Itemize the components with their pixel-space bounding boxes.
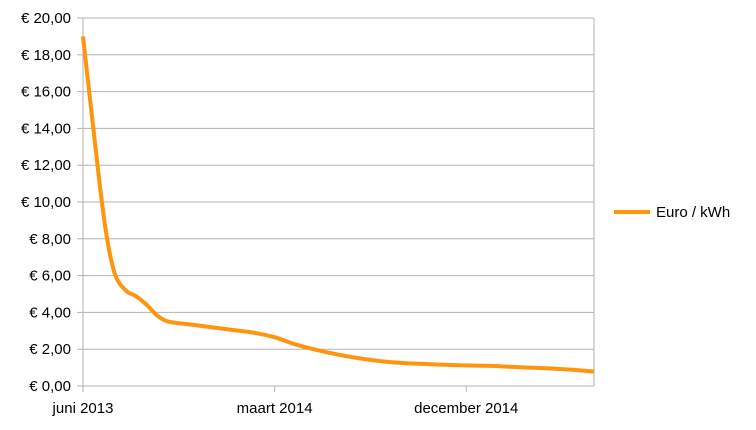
- legend-label-euro-kwh: Euro / kWh: [656, 204, 730, 221]
- series-layer: [81, 36, 595, 374]
- grid: [82, 17, 595, 387]
- y-axis: € 0,00 € 2,00 € 4,00 € 6,00 € 8,00 € 10,00 € 1…: [21, 10, 83, 395]
- y-tick-label: € 8,00: [29, 231, 71, 248]
- y-tick-label: € 0,00: [29, 378, 71, 395]
- legend: Euro / kWh: [614, 204, 730, 221]
- y-tick-label: € 14,00: [21, 120, 71, 137]
- y-tick-label: € 2,00: [29, 341, 71, 358]
- y-tick-label: € 6,00: [29, 268, 71, 285]
- y-tick-label: € 4,00: [29, 304, 71, 321]
- x-axis: juni 2013 maart 2014 december 2014: [52, 386, 518, 417]
- y-tick-label: € 12,00: [21, 157, 71, 174]
- x-tick-label: juni 2013: [52, 400, 114, 417]
- y-tick-label: € 18,00: [21, 47, 71, 64]
- y-tick-label: € 10,00: [21, 194, 71, 211]
- x-tick-label: maart 2014: [237, 400, 313, 417]
- y-tick-label: € 16,00: [21, 84, 71, 101]
- series-line-euro-kwh: [81, 36, 595, 374]
- y-tick-label: € 20,00: [21, 10, 71, 27]
- x-tick-label: december 2014: [414, 400, 518, 417]
